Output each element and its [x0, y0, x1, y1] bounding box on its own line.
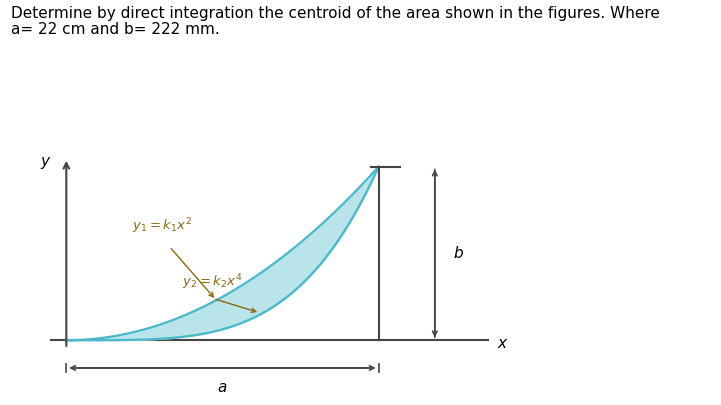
Text: y: y [40, 154, 49, 169]
Text: Determine by direct integration the centroid of the area shown in the figures. W: Determine by direct integration the cent… [11, 6, 660, 21]
Text: a: a [218, 380, 227, 395]
Text: $y_2 = k_2 x^4$: $y_2 = k_2 x^4$ [182, 272, 242, 292]
Text: a= 22 cm and b= 222 mm.: a= 22 cm and b= 222 mm. [11, 22, 220, 37]
Text: $y_1 = k_1 x^2$: $y_1 = k_1 x^2$ [132, 216, 192, 236]
Text: b: b [454, 246, 463, 261]
Text: x: x [497, 336, 506, 351]
